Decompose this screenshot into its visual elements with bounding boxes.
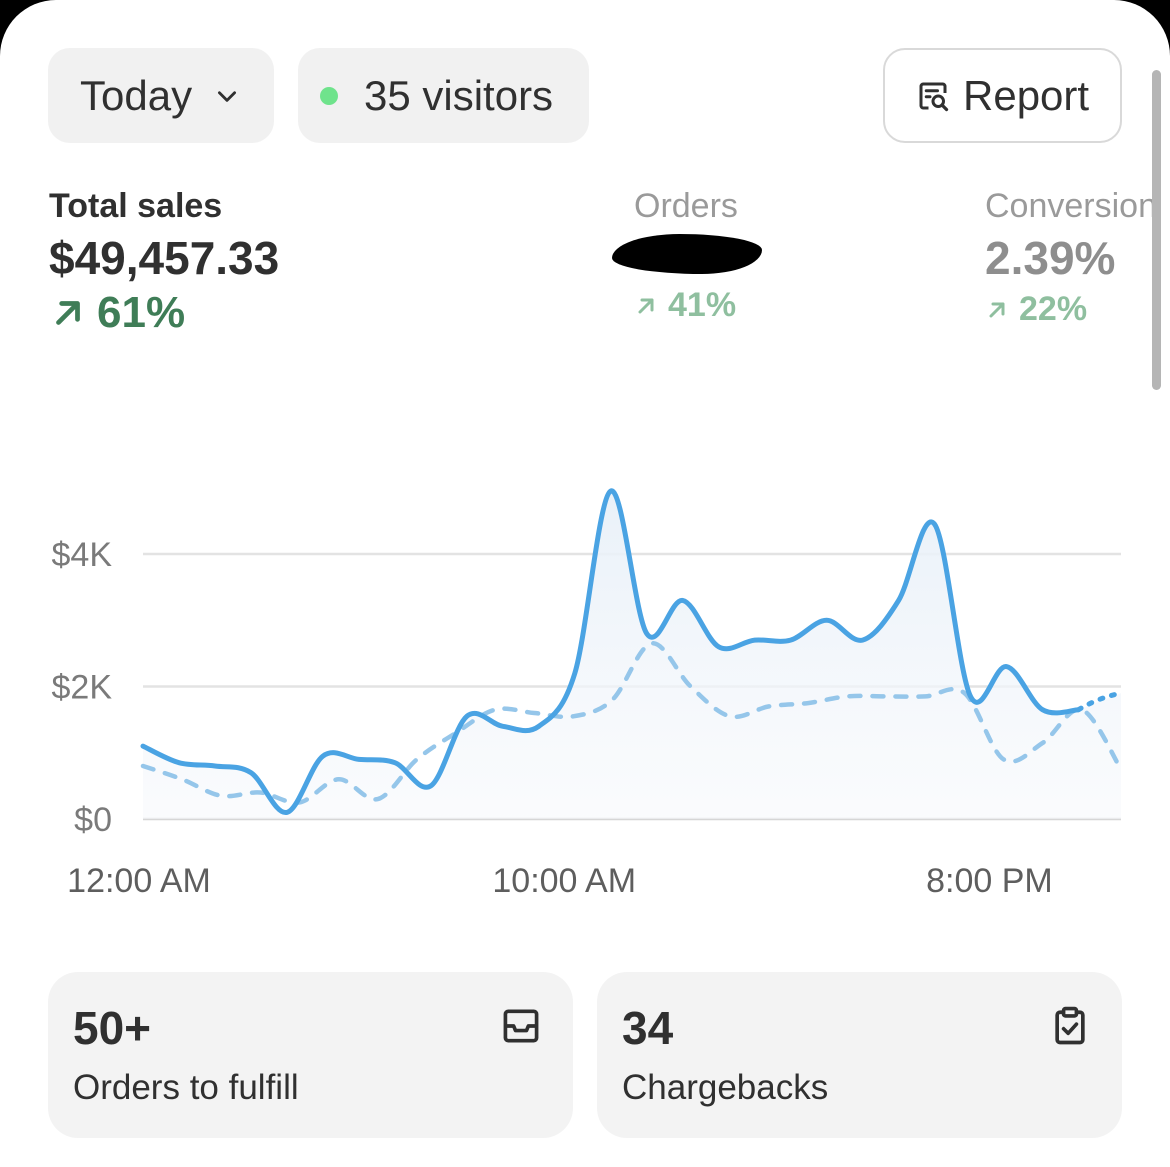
orders-change: 41% [634,286,762,325]
orders-change-value: 41% [668,286,737,324]
orders-label: Orders [634,187,738,225]
sales-series-line [140,488,1081,815]
date-range-label: Today [80,71,193,119]
conversion-change-value: 22% [1019,290,1088,328]
arrow-up-right-icon [638,298,654,313]
scrollbar[interactable] [1152,70,1161,390]
total-sales-change: 61% [49,288,279,338]
total-sales-label: Total sales [49,187,223,225]
conversion-label: Conversion [985,187,1157,225]
orders-to-fulfill-label: Orders to fulfill [73,1068,299,1107]
report-label: Report [963,71,1090,119]
orders-to-fulfill-tile[interactable]: 50+ Orders to fulfill [48,972,573,1138]
total-sales-change-value: 61% [97,288,186,337]
metric-orders[interactable]: Orders 41% [612,186,762,325]
date-range-selector[interactable]: Today [48,48,274,143]
live-status-dot [320,86,338,105]
live-visitors-button[interactable]: 35 visitors [298,48,589,143]
chargebacks-value: 34 [622,1002,674,1054]
redacted-orders-value [612,234,762,274]
sales-area-fill [143,490,1121,819]
conversion-value: 2.39% [985,232,1116,284]
sales-series-projection [1075,690,1124,713]
metric-conversion[interactable]: Conversion 2.39% 22% [985,186,1170,329]
y-axis-tick-label: $4K [52,536,113,574]
arrow-up-right-icon [989,302,1005,317]
report-search-icon [919,82,949,111]
conversion-change: 22% [985,290,1170,329]
orders-to-fulfill-value: 50+ [73,1002,152,1054]
chargebacks-label: Chargebacks [622,1068,829,1107]
x-axis-tick-label: 8:00 PM [926,862,1053,900]
sales-chart[interactable]: $4K $2K $0 12:00 AM 10:00 AM 8:00 PM [0,470,1170,910]
report-button[interactable]: Report [883,48,1122,143]
total-sales-value: $49,457.33 [49,232,280,284]
comparison-series-line [140,641,1124,805]
clipboard-check-icon [1055,1006,1085,1045]
visitors-count: 35 visitors [364,71,554,119]
chargebacks-tile[interactable]: 34 Chargebacks [597,972,1122,1138]
inbox-icon [503,1009,539,1043]
x-axis-tick-label: 12:00 AM [67,862,211,900]
y-axis-tick-label: $2K [52,669,113,707]
arrow-up-right-icon [56,301,80,325]
chevron-down-icon [218,90,237,102]
y-axis-tick-label: $0 [74,801,112,839]
x-axis-tick-label: 10:00 AM [492,862,636,900]
metric-total-sales[interactable]: Total sales $49,457.33 61% [49,186,279,338]
